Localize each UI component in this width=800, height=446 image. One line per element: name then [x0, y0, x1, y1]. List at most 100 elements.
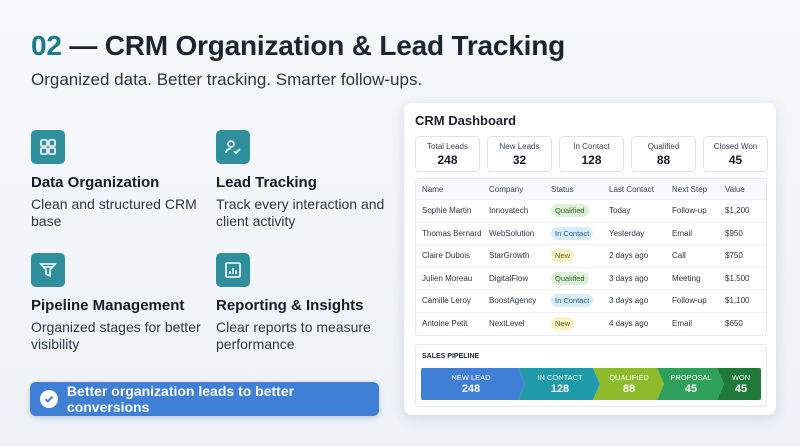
feature-reporting-insights: Reporting & Insights Clear reports to me…	[216, 253, 396, 353]
stage-won[interactable]: WON 45	[721, 373, 761, 395]
feature-title: Lead Tracking	[216, 174, 317, 191]
feature-desc: Organized stages for better visibility	[31, 319, 201, 352]
label: Closed Won	[713, 142, 758, 151]
table-cell: Follow-up	[672, 296, 707, 306]
table-cell: Yesterday	[609, 228, 645, 238]
table-cell: Qualified	[551, 204, 609, 218]
feature-title: Pipeline Management	[31, 297, 185, 314]
table-row[interactable]: Thomas Bernard WebSolution In Contact Yes…	[416, 223, 766, 245]
column-header[interactable]: Last Contact	[609, 184, 654, 194]
sales-pipeline: SALES PIPELINE NEW LEAD 248 IN CONTACT 128…	[415, 344, 767, 407]
column-header[interactable]: Value	[725, 184, 745, 194]
value: 248	[437, 153, 458, 167]
crm-dashboard: CRM Dashboard Total Leads 248 New Leads 32…	[404, 103, 776, 415]
table-cell: Today	[609, 206, 631, 216]
stat-new-leads[interactable]: New Leads 32	[487, 136, 552, 172]
table-cell: 4 days ago	[609, 319, 649, 329]
value: 88	[622, 383, 636, 395]
table-cell: Sophie Martin	[422, 206, 472, 216]
table-cell: Email	[672, 319, 693, 329]
table-cell: New	[551, 317, 609, 331]
table-cell: Email	[672, 228, 693, 238]
label: Qualified	[647, 142, 680, 151]
stat-total-leads[interactable]: Total Leads 248	[415, 136, 480, 172]
column-header[interactable]: Next Step	[672, 184, 708, 194]
status-badge: Qualified	[551, 204, 589, 218]
table-cell: $750	[725, 251, 743, 261]
value: 248	[461, 383, 481, 395]
table-row[interactable]: Julien Moreau DigitalFlow Qualified 3 day…	[416, 268, 766, 290]
table-cell: Qualified	[551, 271, 609, 285]
stats-row: Total Leads 248 New Leads 32 In Contact 128…	[415, 136, 768, 172]
table-cell: Thomas Bernard	[422, 228, 482, 238]
stat-in-contact[interactable]: In Contact 128	[559, 136, 624, 172]
value: 32	[512, 153, 527, 167]
stat-closed-won[interactable]: Closed Won 45	[703, 136, 768, 172]
column-header[interactable]: Name	[422, 184, 444, 194]
stat-qualified[interactable]: Qualified 88	[631, 136, 696, 172]
page-title: 02 — CRM Organization & Lead Tracking	[31, 30, 566, 61]
table-cell: Follow-up	[672, 206, 707, 216]
stage-qualified[interactable]: QUALIFIED 88	[598, 373, 660, 395]
table-cell: BoostAgency	[489, 296, 537, 306]
pipeline-stage-proposal	[657, 368, 724, 400]
table-row[interactable]: Sophie Martin Innovatech Qualified Today F…	[416, 200, 766, 223]
status-badge: In Contact	[551, 294, 594, 308]
pipeline-stage-new-lead	[421, 368, 525, 400]
leads-table: Name Company Status Last Contact Next St…	[415, 178, 767, 336]
value: 45	[734, 383, 748, 395]
label: PROPOSAL	[670, 373, 712, 382]
feature-title: Reporting & Insights	[216, 297, 364, 314]
label: WON	[731, 373, 751, 382]
table-cell: NextLevel	[489, 319, 525, 329]
table-row[interactable]: Antoine Petit NextLevel New 4 days ago Ema…	[416, 313, 766, 336]
table-cell: 3 days ago	[609, 296, 649, 306]
feature-lead-tracking: Lead Tracking Track every interaction an…	[216, 130, 396, 230]
status-badge: In Contact	[551, 226, 594, 240]
stage-new-lead[interactable]: NEW LEAD 248	[421, 373, 521, 395]
user-check-icon	[216, 130, 250, 164]
feature-desc: Clean and structured CRM base	[31, 196, 197, 229]
label: Total Leads	[427, 142, 468, 151]
grid-icon	[31, 130, 65, 164]
table-cell: $950	[725, 228, 743, 238]
feature-title: Data Organization	[31, 174, 160, 191]
value: 128	[550, 383, 570, 395]
table-cell: $650	[725, 319, 743, 329]
stage-proposal[interactable]: PROPOSAL 45	[662, 373, 720, 395]
column-header[interactable]: Company	[489, 184, 524, 194]
label: In Contact	[573, 142, 610, 151]
pipeline-stage-qualified	[593, 368, 664, 400]
table-cell: Claire Dubois	[422, 251, 471, 261]
table-cell: Julien Moreau	[422, 273, 473, 283]
label: NEW LEAD	[451, 373, 491, 382]
conversion-banner: Better organization leads to better conv…	[30, 382, 379, 416]
stage-in-contact[interactable]: IN CONTACT 128	[523, 373, 597, 395]
table-cell: Innovatech	[489, 206, 529, 216]
pipeline-stages: NEW LEAD 248 IN CONTACT 128 QUALIFIED 88 PR…	[421, 368, 761, 400]
table-cell: Antoine Petit	[422, 319, 468, 329]
pipeline-stage-won	[717, 368, 761, 400]
table-cell: Camille Leroy	[422, 296, 471, 306]
page-subtitle: Organized data. Better tracking. Smarter…	[31, 70, 423, 89]
table-row[interactable]: Camille Leroy BoostAgency In Contact 3 da…	[416, 290, 766, 313]
value: 88	[656, 153, 671, 167]
label: New Leads	[499, 142, 540, 151]
pipeline-title: SALES PIPELINE	[422, 353, 480, 360]
table-cell: DigitalFlow	[489, 273, 529, 283]
value: 128	[581, 153, 602, 167]
table-header: Name Company Status Last Contact Next St…	[416, 179, 766, 200]
table-cell: WebSolution	[489, 228, 535, 238]
funnel-icon	[31, 253, 65, 287]
status-badge: New	[551, 317, 575, 331]
feature-desc: Clear reports to measure performance	[216, 319, 371, 352]
value: 45	[728, 153, 743, 167]
table-cell: In Contact	[551, 294, 609, 308]
table-cell: 3 days ago	[609, 273, 649, 283]
table-row[interactable]: Claire Dubois StarGrowth New 2 days ago Ca…	[416, 245, 766, 268]
value: 45	[684, 383, 698, 395]
table-cell: $1,100	[725, 296, 750, 306]
column-header[interactable]: Status	[551, 184, 574, 194]
table-cell: Meeting	[672, 273, 701, 283]
pipeline-stage-in-contact	[518, 368, 600, 400]
